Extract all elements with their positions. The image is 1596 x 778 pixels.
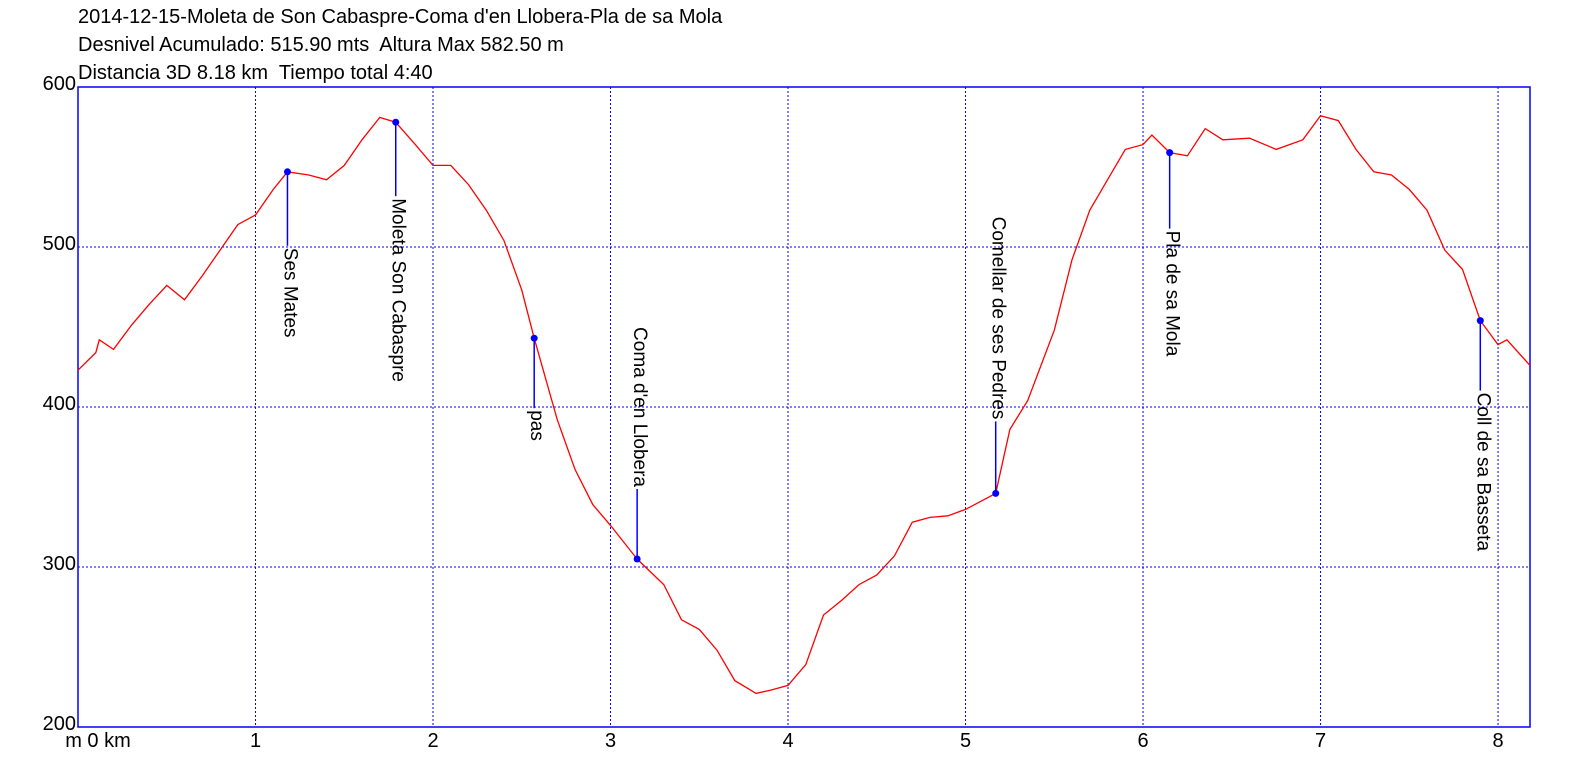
waypoint-marker [392, 118, 400, 126]
waypoint-label: Ses Mates [279, 248, 300, 338]
waypoint-label: Coll de sa Basseta [1472, 393, 1493, 552]
waypoint-label: Comellar de ses Pedres [988, 217, 1009, 420]
waypoint-label: pas [526, 410, 547, 441]
chart-subtitle: Desnivel Acumulado: 515.90 mts Altura Ma… [78, 34, 564, 56]
x-tick-label: 7 [1315, 730, 1326, 752]
waypoint-marker [992, 489, 1000, 497]
waypoint-marker [1476, 317, 1484, 325]
y-tick-label: 500 [43, 233, 76, 255]
waypoint-label: Coma d'en Llobera [629, 327, 650, 487]
waypoint-marker [633, 555, 641, 563]
y-tick-label: 300 [43, 553, 76, 575]
x-tick-label: 2 [427, 730, 438, 752]
x-tick-label: 8 [1492, 730, 1503, 752]
y-tick-label: 600 [43, 73, 76, 95]
waypoint-marker [283, 168, 291, 176]
x-tick-label: 4 [782, 730, 793, 752]
x-tick-label: 6 [1137, 730, 1148, 752]
elevation-line [77, 115, 1531, 695]
chart-subtitle: Distancia 3D 8.18 km Tiempo total 4:40 [78, 62, 433, 84]
y-tick-label: 400 [43, 393, 76, 415]
waypoint-marker [530, 334, 538, 342]
x-tick-label: 1 [250, 730, 261, 752]
waypoint-marker [1166, 149, 1174, 157]
y-tick-label: 200 [43, 713, 76, 735]
x-tick-label: 3 [605, 730, 616, 752]
waypoint-label: Moleta Son Cabaspre [388, 198, 409, 382]
chart-title: 2014-12-15-Moleta de Son Cabaspre-Coma d… [78, 6, 723, 28]
x-tick-label: 5 [960, 730, 971, 752]
plot-frame [77, 86, 1531, 728]
x-tick-label: m 0 km [65, 730, 131, 752]
waypoint-label: Pla de sa Mola [1162, 231, 1183, 357]
